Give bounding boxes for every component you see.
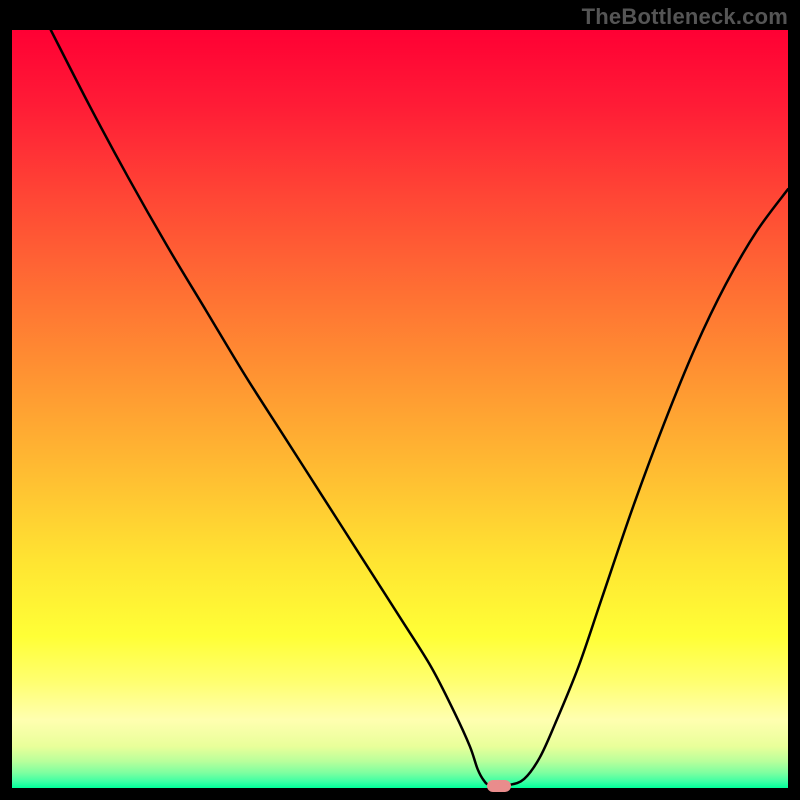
watermark-text: TheBottleneck.com [582,4,788,30]
chart-frame: TheBottleneck.com [0,0,800,800]
optimal-marker [487,780,511,792]
plot-area [12,30,788,788]
bottleneck-curve [51,30,788,786]
curve-svg [12,30,788,788]
